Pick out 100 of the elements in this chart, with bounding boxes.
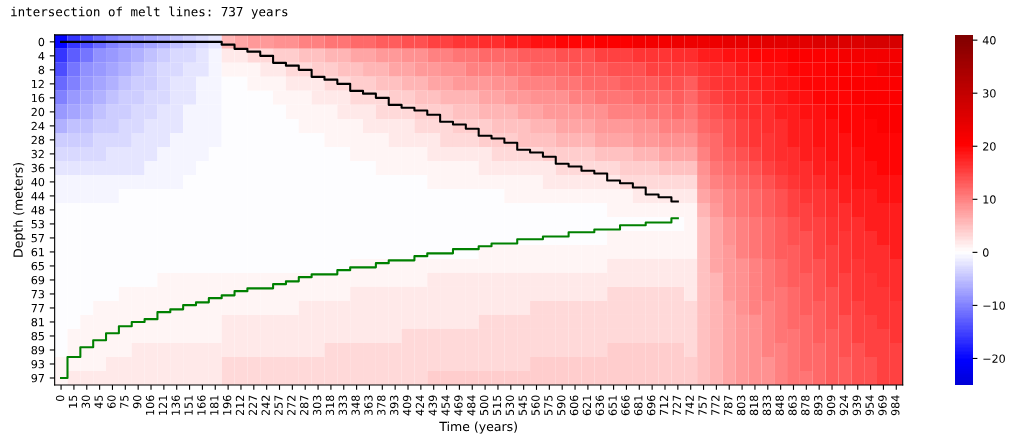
x-tick-label: 590 [557,395,566,416]
chart-title: intersection of melt lines: 737 years [11,6,288,19]
color-bar-label: −10 [983,301,1005,310]
y-tick-label: 28 [31,135,45,145]
x-tick-label: 833 [762,395,772,416]
x-axis-title: Time (years) [439,421,517,434]
y-tick-label: 44 [31,192,45,201]
y-tick-label: 48 [31,205,45,215]
color-bar-label: 30 [983,89,996,98]
x-tick-label: 90 [132,395,142,409]
x-tick-label: 939 [852,395,861,416]
x-tick-label: 303 [312,395,322,416]
x-tick-label: 212 [235,395,245,416]
y-tick-label: 12 [32,79,44,89]
x-tick-label: 60 [107,395,116,409]
x-tick-label: 772 [711,395,720,416]
x-tick-label: 318 [325,395,335,416]
y-tick-label: 65 [31,261,44,271]
y-axis-title: Depth (meters) [13,163,26,257]
color-bar-label: 0 [982,248,989,257]
y-tick-label: 81 [31,317,44,327]
x-tick-label: 924 [839,395,849,416]
y-tick-label: 20 [31,107,45,117]
x-tick-label: 681 [634,395,643,416]
x-tick-label: 878 [801,395,810,416]
x-tick-label: 30 [81,395,90,409]
x-tick-label: 469 [454,395,463,416]
x-tick-label: 257 [274,395,283,416]
x-tick-label: 121 [158,395,167,415]
y-tick-label: 32 [31,149,44,159]
x-tick-label: 500 [479,395,489,416]
y-tick-label: 36 [31,163,45,173]
x-tick-label: 742 [685,395,694,416]
y-tick-label: 0 [38,37,45,47]
x-tick-label: 606 [569,395,579,416]
y-tick-label: 57 [31,234,44,243]
color-bar-label: −20 [983,354,1005,363]
x-tick-label: 984 [891,395,900,416]
x-tick-label: 106 [145,395,155,415]
x-tick-label: 333 [338,395,347,416]
x-tick-label: 893 [814,395,823,416]
x-tick-label: 636 [595,395,604,416]
x-tick-label: 909 [826,395,836,416]
x-tick-label: 75 [120,395,129,408]
x-tick-label: 0 [55,395,65,402]
x-tick-label: 151 [184,395,193,415]
y-tick-label: 24 [31,121,45,131]
x-tick-label: 787 [724,395,733,416]
x-tick-label: 712 [659,395,669,416]
x-tick-label: 515 [492,395,502,416]
color-bar-label: 10 [983,195,996,204]
x-tick-label: 242 [261,395,270,416]
x-tick-label: 575 [544,395,553,416]
x-tick-label: 530 [505,395,515,416]
x-tick-label: 363 [364,395,373,416]
x-tick-label: 287 [300,395,309,416]
x-tick-label: 621 [582,395,592,416]
x-tick-label: 409 [402,395,412,416]
y-tick-label: 73 [31,289,45,299]
x-tick-label: 818 [749,395,759,416]
color-bar-label: 20 [983,142,996,151]
x-tick-label: 196 [222,395,232,415]
x-tick-label: 757 [698,395,707,416]
x-tick-label: 45 [94,395,103,409]
x-tick-label: 439 [428,395,437,416]
x-tick-label: 454 [441,395,450,416]
y-tick-label: 69 [31,275,45,285]
y-tick-label: 53 [31,219,45,229]
y-tick-label: 16 [32,93,45,103]
x-tick-label: 545 [518,395,527,416]
x-tick-label: 348 [351,395,360,416]
x-tick-label: 651 [608,395,617,416]
y-tick-label: 97 [31,373,44,383]
x-tick-label: 727 [672,395,681,416]
x-tick-label: 863 [788,395,797,416]
color-bar-label: 40 [982,36,996,45]
x-tick-label: 969 [878,395,887,416]
y-tick-label: 77 [31,304,44,313]
x-tick-label: 136 [171,395,180,415]
x-tick-label: 227 [248,395,257,416]
y-tick-label: 89 [31,345,45,355]
x-tick-label: 272 [287,395,296,416]
x-tick-label: 424 [415,395,424,416]
y-tick-label: 8 [38,65,45,75]
x-tick-label: 15 [68,395,78,408]
x-tick-label: 181 [210,395,219,415]
y-tick-label: 4 [38,51,45,61]
x-tick-label: 848 [775,395,784,416]
y-tick-label: 61 [31,247,44,257]
x-tick-label: 484 [467,395,476,416]
y-tick-label: 40 [31,177,45,187]
x-tick-label: 560 [531,395,540,416]
y-tick-label: 93 [31,359,45,369]
x-tick-label: 803 [736,395,746,416]
x-tick-label: 666 [621,395,630,416]
x-tick-label: 393 [389,395,399,416]
x-tick-label: 696 [646,395,656,416]
x-tick-label: 378 [377,395,386,416]
x-tick-label: 954 [865,395,874,416]
y-tick-label: 85 [31,331,44,341]
